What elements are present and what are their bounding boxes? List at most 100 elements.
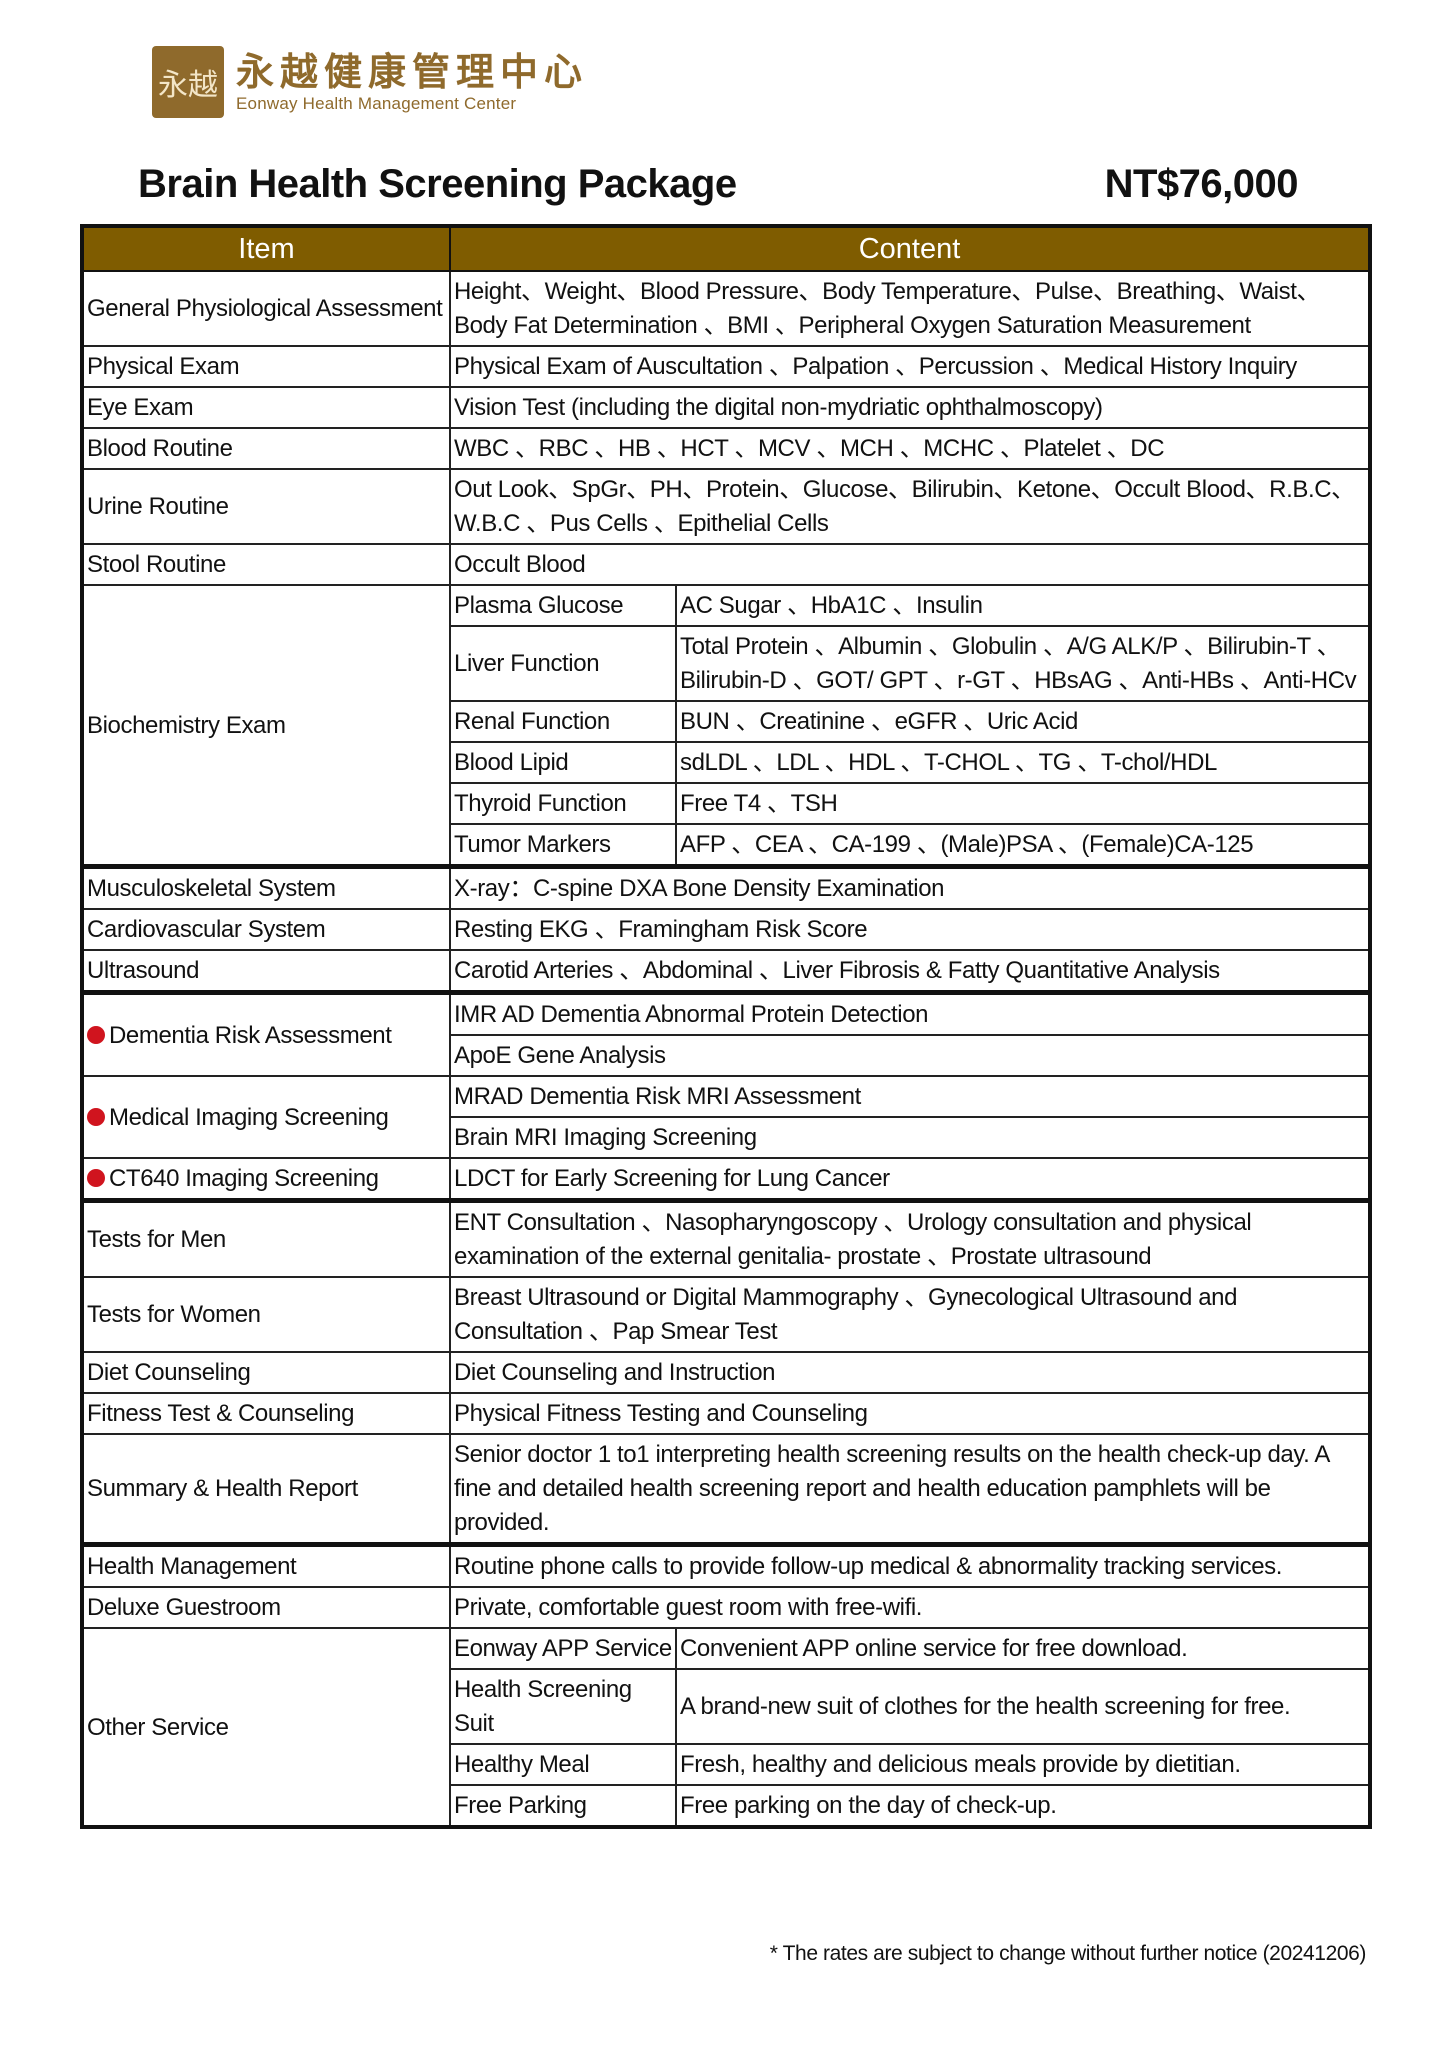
item-cell: Ultrasound xyxy=(81,949,451,994)
package-table: Item Content General Physiological Asses… xyxy=(80,224,1372,1829)
red-bullet-icon xyxy=(87,1025,105,1044)
table-row: Fitness Test & Counseling Physical Fitnes… xyxy=(81,1392,1371,1435)
table-row: Biochemistry Exam Plasma Glucose AC Sugar … xyxy=(81,584,1371,868)
table-row: Healthy Meal Fresh, healthy and delicious… xyxy=(82,1743,1371,1786)
item-cell: CT640 Imaging Screening xyxy=(81,1157,451,1202)
item-cell: Physical Exam xyxy=(81,345,451,388)
subitem-label: Eonway APP Service xyxy=(449,1627,677,1670)
table-row: Health Management Routine phone calls to … xyxy=(81,1542,1371,1588)
subitem-label: Healthy Meal xyxy=(449,1743,677,1786)
subitem-label: Renal Function xyxy=(449,700,677,743)
table-row: Stool Routine Occult Blood xyxy=(81,543,1371,586)
table-row: General Physiological Assessment Height、W… xyxy=(81,270,1371,347)
content-cell: Total Protein 、Albumin 、Globulin 、A/G AL… xyxy=(675,625,1371,702)
red-bullet-icon xyxy=(87,1107,105,1126)
subitem-label: Plasma Glucose xyxy=(449,584,677,627)
content-cell: IMR AD Dementia Abnormal Protein Detecti… xyxy=(449,990,1371,1036)
table-row: Cardiovascular System Resting EKG 、Framin… xyxy=(81,908,1371,951)
logo-english-name: Eonway Health Management Center xyxy=(236,94,517,113)
item-cell: Tests for Men xyxy=(81,1198,451,1278)
item-cell: Fitness Test & Counseling xyxy=(81,1392,451,1435)
table-row: ApoE Gene Analysis xyxy=(82,1034,1371,1077)
subitem-label: Free Parking xyxy=(449,1784,677,1828)
content-cell: Senior doctor 1 to1 interpreting health … xyxy=(449,1433,1371,1546)
table-row: Blood Routine WBC 、RBC 、HB 、HCT 、MCV 、MCH… xyxy=(81,427,1371,470)
table-row: Deluxe Guestroom Private, comfortable gue… xyxy=(81,1586,1371,1629)
content-cell: Breast Ultrasound or Digital Mammography… xyxy=(449,1276,1371,1353)
subitem-label: Health Screening Suit xyxy=(449,1668,677,1745)
subitem-label: Blood Lipid xyxy=(449,741,677,784)
content-cell: Height、Weight、Blood Pressure、Body Temper… xyxy=(449,270,1371,347)
logo-mark: 永越 xyxy=(152,46,224,118)
content-cell: AFP 、CEA 、CA-199 、(Male)PSA 、(Female)CA-… xyxy=(675,823,1371,868)
table-row: Renal Function BUN 、Creatinine 、eGFR 、Uri… xyxy=(82,700,1371,743)
table-row: Free Parking Free parking on the day of c… xyxy=(82,1784,1371,1828)
item-cell: Blood Routine xyxy=(81,427,451,470)
content-cell: ApoE Gene Analysis xyxy=(449,1034,1371,1077)
item-cell: Medical Imaging Screening xyxy=(81,1075,451,1159)
content-cell: Free parking on the day of check-up. xyxy=(675,1784,1371,1828)
item-cell: Health Management xyxy=(81,1542,451,1588)
content-cell: ENT Consultation 、Nasopharyngoscopy 、Uro… xyxy=(449,1198,1371,1278)
content-cell: sdLDL 、LDL 、HDL 、T-CHOL 、TG 、T-chol/HDL xyxy=(675,741,1371,784)
footnote: * The rates are subject to change withou… xyxy=(769,1942,1367,1965)
item-label: Dementia Risk Assessment xyxy=(109,1021,392,1049)
item-cell: Eye Exam xyxy=(81,386,451,429)
content-cell: BUN 、Creatinine 、eGFR 、Uric Acid xyxy=(675,700,1371,743)
content-cell: AC Sugar 、HbA1C 、Insulin xyxy=(675,584,1371,627)
subitem-label: Tumor Markers xyxy=(449,823,677,868)
table-row: Dementia Risk Assessment IMR AD Dementia … xyxy=(81,990,1371,1077)
table-header: Item Content xyxy=(81,225,1371,272)
content-cell: Physical Fitness Testing and Counseling xyxy=(449,1392,1371,1435)
header-content: Content xyxy=(449,225,1371,272)
content-cell: Brain MRI Imaging Screening xyxy=(449,1116,1371,1159)
table-row: Brain MRI Imaging Screening xyxy=(82,1116,1371,1159)
content-cell: Diet Counseling and Instruction xyxy=(449,1351,1371,1394)
content-cell: Vision Test (including the digital non-m… xyxy=(449,386,1371,429)
item-cell: Other Service xyxy=(81,1627,451,1828)
content-cell: Carotid Arteries 、Abdominal 、Liver Fibro… xyxy=(449,949,1371,994)
content-cell: Convenient APP online service for free d… xyxy=(675,1627,1371,1670)
table-row: Liver Function Total Protein 、Albumin 、Gl… xyxy=(82,625,1371,702)
item-cell: Urine Routine xyxy=(81,468,451,545)
item-cell: Tests for Women xyxy=(81,1276,451,1353)
item-cell: Stool Routine xyxy=(81,543,451,586)
table-row: Ultrasound Carotid Arteries 、Abdominal 、L… xyxy=(81,949,1371,994)
content-cell: Physical Exam of Auscultation 、Palpation… xyxy=(449,345,1371,388)
subitem-label: Thyroid Function xyxy=(449,782,677,825)
table-row: Physical Exam Physical Exam of Auscultati… xyxy=(81,345,1371,388)
content-cell: Fresh, healthy and delicious meals provi… xyxy=(675,1743,1371,1786)
table-row: Other Service Eonway APP Service Convenien… xyxy=(81,1627,1371,1828)
table-row: Thyroid Function Free T4 、TSH xyxy=(82,782,1371,825)
table-row: Health Screening Suit A brand-new suit of… xyxy=(82,1668,1371,1745)
content-cell: Free T4 、TSH xyxy=(675,782,1371,825)
table-row: Medical Imaging Screening MRAD Dementia R… xyxy=(81,1075,1371,1159)
item-label: Medical Imaging Screening xyxy=(109,1103,389,1131)
table-row: Blood Lipid sdLDL 、LDL 、HDL 、T-CHOL 、TG 、… xyxy=(82,741,1371,784)
content-cell: Resting EKG 、Framingham Risk Score xyxy=(449,908,1371,951)
table-row: Summary & Health Report Senior doctor 1 t… xyxy=(81,1433,1371,1546)
logo-chinese-name: 永越健康管理中心 xyxy=(236,50,589,94)
content-cell: MRAD Dementia Risk MRI Assessment xyxy=(449,1075,1371,1118)
table-row: Tests for Women Breast Ultrasound or Digi… xyxy=(81,1276,1371,1353)
table-row: Tumor Markers AFP 、CEA 、CA-199 、(Male)PSA… xyxy=(82,823,1371,868)
page-title: Brain Health Screening Package xyxy=(138,162,737,206)
table-row: Eye Exam Vision Test (including the digit… xyxy=(81,386,1371,429)
item-label: CT640 Imaging Screening xyxy=(109,1165,379,1192)
content-cell: Out Look、SpGr、PH、Protein、Glucose、Bilirub… xyxy=(449,468,1371,545)
header-item: Item xyxy=(81,225,451,272)
table-row: CT640 Imaging Screening LDCT for Early Sc… xyxy=(81,1157,1371,1202)
item-cell: Summary & Health Report xyxy=(81,1433,451,1546)
item-cell: Dementia Risk Assessment xyxy=(81,990,451,1077)
content-cell: Occult Blood xyxy=(449,543,1371,586)
item-cell: Deluxe Guestroom xyxy=(81,1586,451,1629)
item-cell: Cardiovascular System xyxy=(81,908,451,951)
table-row: Musculoskeletal System X-ray：C-spine DXA … xyxy=(81,864,1371,910)
subitem-label: Liver Function xyxy=(449,625,677,702)
item-cell: Musculoskeletal System xyxy=(81,864,451,910)
table-row: Urine Routine Out Look、SpGr、PH、Protein、Gl… xyxy=(81,468,1371,545)
content-cell: A brand-new suit of clothes for the heal… xyxy=(675,1668,1371,1745)
item-cell: General Physiological Assessment xyxy=(81,270,451,347)
content-cell: LDCT for Early Screening for Lung Cancer xyxy=(449,1157,1371,1202)
content-cell: Routine phone calls to provide follow-up… xyxy=(449,1542,1371,1588)
